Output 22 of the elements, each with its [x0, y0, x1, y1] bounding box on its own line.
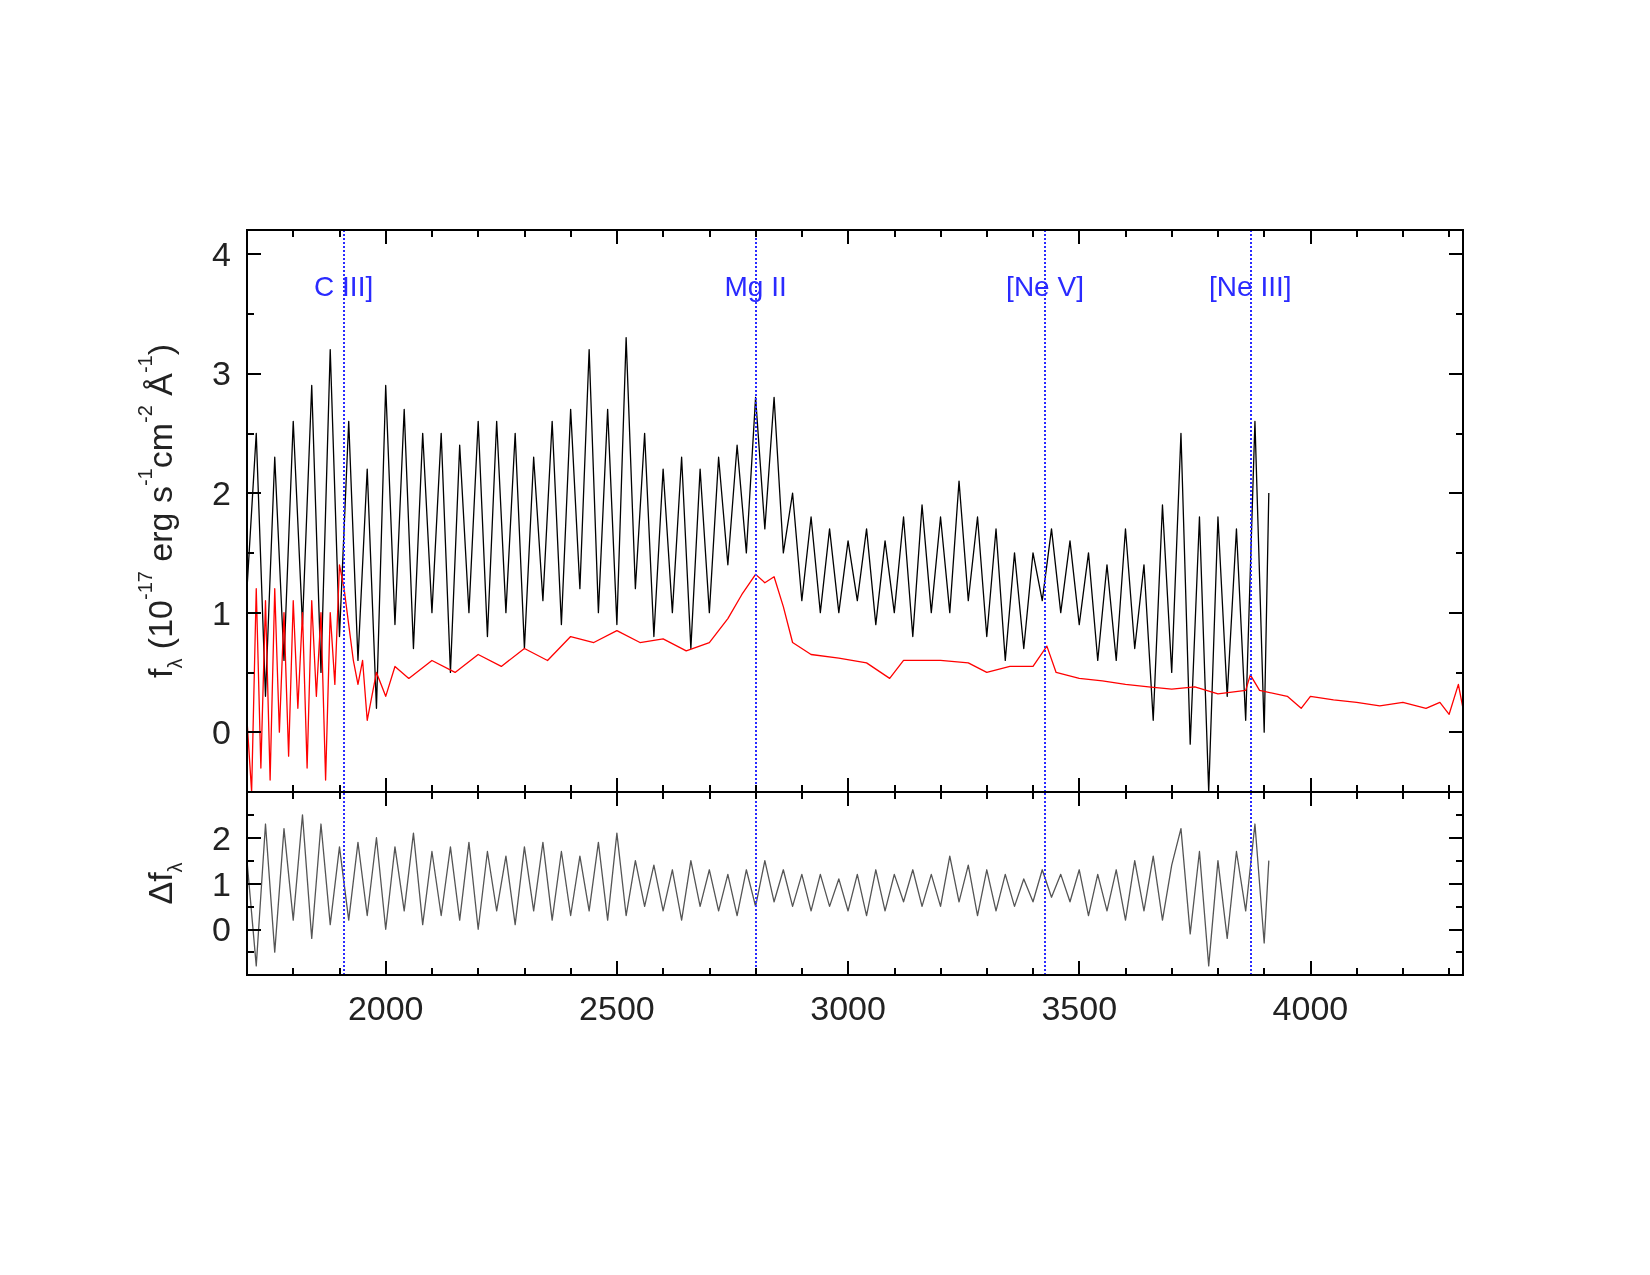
x-tick-label: 2500: [579, 989, 655, 1027]
ref-line-label: [Ne III]: [1209, 270, 1292, 302]
y-tick-label: 0: [212, 910, 231, 949]
ref-line-label: [Ne V]: [1006, 270, 1084, 302]
y-tick-label: 2: [212, 818, 231, 857]
x-tick-label: 3500: [1041, 989, 1118, 1027]
x-tick-label: 3000: [810, 989, 886, 1027]
line-series: [246, 564, 1464, 793]
y-tick-label: 2: [212, 474, 231, 513]
y-tick-label: 1: [212, 593, 231, 632]
y-axis-title: Δfλ: [141, 862, 186, 905]
x-tick-label: 2000: [347, 989, 424, 1027]
y-tick-label: 1: [212, 864, 231, 903]
y-tick-label: 3: [212, 354, 231, 393]
y-tick-label: 4: [212, 234, 231, 273]
line-series: [246, 814, 1270, 967]
ref-line-label: Mg II: [724, 270, 787, 302]
line-series: [246, 336, 1270, 793]
ref-line-label: C III]: [314, 270, 374, 302]
y-tick-label: 0: [212, 713, 231, 752]
text: fλ (10-17 erg s-1cm-2 Å-1): [134, 343, 186, 679]
x-tick-label: 4000: [1272, 989, 1349, 1027]
